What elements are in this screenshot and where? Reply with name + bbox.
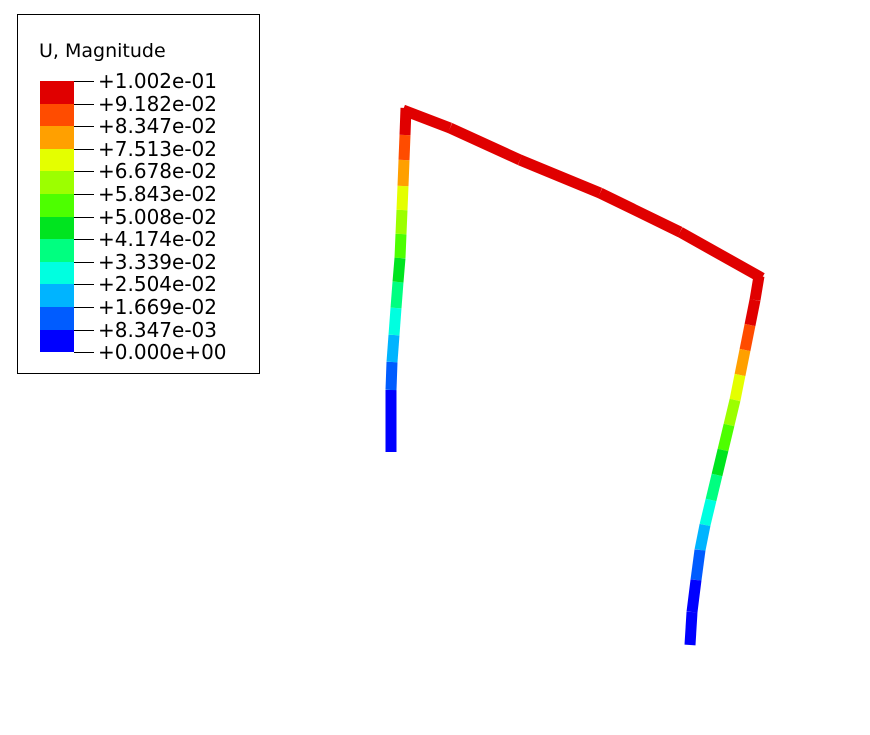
- left-column-segment: [397, 159, 410, 187]
- right-column-segment: [734, 348, 751, 377]
- legend-tick: [74, 81, 94, 82]
- legend-swatch: [40, 239, 74, 262]
- legend-tick-label: +5.008e-02: [98, 204, 217, 229]
- legend-tick-label: +0.000e+00: [98, 340, 227, 365]
- legend-tick: [74, 239, 94, 241]
- left-column-segment: [396, 185, 409, 211]
- legend-tick: [74, 261, 94, 263]
- top-beam-segment: [597, 188, 683, 237]
- left-column-segment: [390, 281, 404, 309]
- right-column-segment: [699, 498, 717, 527]
- legend-tick-label: +4.174e-02: [98, 227, 217, 252]
- right-column-segment: [684, 611, 698, 646]
- legend-swatch: [40, 194, 74, 217]
- legend-tick-label: +1.669e-02: [98, 295, 217, 319]
- left-column-segment: [386, 334, 400, 363]
- right-column-segment: [686, 579, 702, 613]
- legend-swatch: [40, 284, 74, 307]
- right-column-segment: [744, 298, 761, 327]
- right-column-segment: [690, 549, 706, 581]
- legend-swatch: [40, 216, 74, 240]
- top-beam-segment: [517, 154, 603, 199]
- legend-tick: [74, 103, 94, 105]
- right-column-segment: [723, 398, 741, 427]
- top-beam-segment: [677, 227, 765, 283]
- legend-tick-label: +2.504e-02: [98, 272, 217, 297]
- legend-swatch: [40, 307, 74, 330]
- left-column-segment: [385, 361, 398, 391]
- legend-tick-label: +3.339e-02: [98, 249, 217, 274]
- left-column-segment: [392, 257, 406, 283]
- top-beam-segment: [401, 104, 452, 134]
- legend-swatch: [40, 261, 74, 285]
- right-column-segment: [717, 423, 735, 452]
- left-column-segment: [395, 209, 408, 235]
- legend-tick-label: +5.843e-02: [98, 182, 217, 206]
- legend-swatch: [40, 148, 74, 172]
- left-column-segment: [398, 134, 411, 161]
- left-column-segment: [388, 307, 402, 336]
- right-column-segment: [729, 373, 746, 402]
- legend-tick: [74, 216, 94, 218]
- right-column-segment: [694, 523, 711, 552]
- left-column-segment: [394, 233, 407, 259]
- legend-tick-label: +1.002e-01: [98, 69, 217, 93]
- legend-swatch: [40, 329, 74, 353]
- legend-tick: [74, 284, 94, 286]
- legend-tick: [74, 352, 94, 354]
- legend-swatch: [40, 171, 74, 194]
- legend-tick: [74, 171, 94, 173]
- right-column-segment: [749, 275, 765, 301]
- top-beam-segment: [447, 122, 523, 166]
- right-column-segment: [739, 323, 756, 352]
- right-column-segment: [711, 448, 729, 477]
- legend-tick-label: +8.347e-02: [98, 114, 217, 139]
- legend-tick: [74, 307, 94, 308]
- contour-legend: U, Magnitude +1.002e-01 +9.182e-02 +8.347e…: [17, 14, 260, 374]
- legend-tick: [74, 148, 94, 150]
- legend-tick: [74, 126, 94, 128]
- right-column-segment: [705, 473, 723, 502]
- legend-swatch: [40, 81, 74, 104]
- legend-tick-label: +7.513e-02: [98, 136, 217, 161]
- legend-tick-label: +8.347e-03: [98, 317, 217, 342]
- legend-tick: [74, 194, 94, 195]
- legend-swatch: [40, 126, 74, 149]
- legend-title: U, Magnitude: [39, 40, 166, 62]
- legend-tick-label: +9.182e-02: [98, 91, 217, 116]
- legend-tick: [74, 329, 94, 331]
- legend-swatch: [40, 103, 74, 127]
- legend-tick-label: +6.678e-02: [98, 159, 217, 184]
